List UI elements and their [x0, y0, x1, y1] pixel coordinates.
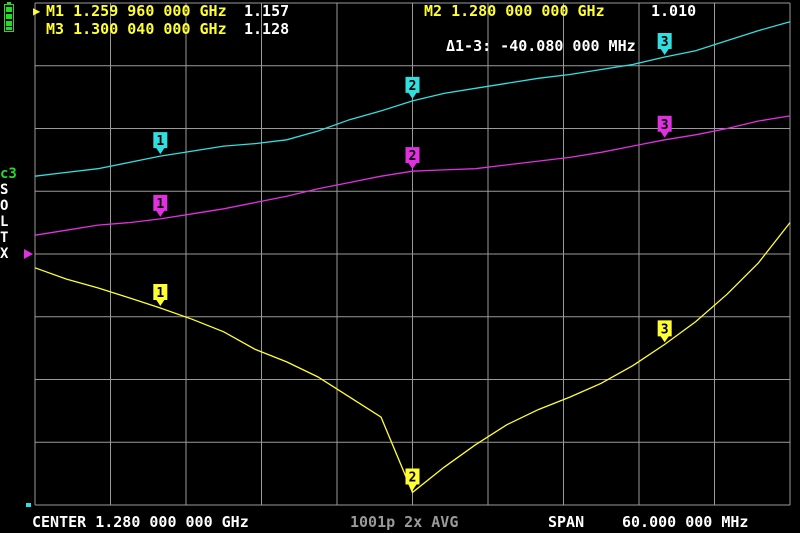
- cal-letter-s: S: [0, 182, 9, 198]
- marker-number: 3: [661, 35, 669, 50]
- marker-2-cyan: 2: [405, 76, 420, 99]
- trace-cyan: [34, 21, 791, 177]
- points-average: 1001p 2x AVG: [350, 513, 459, 531]
- cal-letter-l: L: [0, 214, 9, 230]
- marker-number: 1: [156, 197, 164, 212]
- marker-number: 2: [409, 149, 417, 164]
- marker2-value: 1.010: [651, 2, 697, 20]
- marker-number: 1: [156, 286, 164, 301]
- marker3-value: 1.128: [244, 20, 290, 38]
- calibration-status: c3 S O L T X: [0, 166, 24, 262]
- marker2-readout: M2 1.280 000 000 GHz: [424, 2, 605, 20]
- marker-1-cyan: 1: [153, 132, 168, 155]
- marker-1-yellow: 1: [153, 283, 168, 306]
- marker-3-magenta: 3: [657, 115, 672, 138]
- active-marker-indicator: ▶: [33, 4, 41, 18]
- marker3-readout: M3 1.300 040 000 GHz: [46, 20, 227, 38]
- marker-3-cyan: 3: [657, 32, 672, 55]
- marker-3-yellow: 3: [657, 320, 672, 343]
- trace-magenta: [34, 115, 791, 236]
- calibration-title: c3: [0, 166, 17, 182]
- cal-letter-t: T: [0, 230, 9, 246]
- cal-letter-x: X: [0, 246, 9, 262]
- marker-1-magenta: 1: [153, 194, 168, 217]
- marker-number: 3: [661, 322, 669, 337]
- cal-letter-o: O: [0, 198, 9, 214]
- marker-flag: [153, 132, 168, 155]
- battery-icon: [4, 2, 14, 32]
- marker-flag: [405, 76, 420, 99]
- span-value[interactable]: 60.000 000 MHz: [622, 513, 749, 531]
- delta-readout: Δ1-3: -40.080 000 MHz: [446, 37, 636, 55]
- marker-2-magenta: 2: [405, 147, 420, 170]
- marker-number: 2: [409, 79, 417, 94]
- marker-2-yellow: 2: [405, 468, 420, 491]
- reference-level-marker: [24, 249, 33, 259]
- marker-flag: [153, 194, 168, 217]
- marker-flag: [657, 320, 672, 343]
- marker-flag: [657, 115, 672, 138]
- marker-flag: [405, 147, 420, 170]
- scale-reference-tick: [26, 503, 31, 507]
- marker-number: 2: [409, 470, 417, 485]
- marker-number: 3: [661, 118, 669, 133]
- marker-flag: [405, 468, 420, 491]
- marker1-value: 1.157: [244, 2, 290, 20]
- trace-yellow: [34, 222, 791, 494]
- marker-flag: [153, 283, 168, 306]
- span-label[interactable]: SPAN: [548, 513, 585, 531]
- marker-number: 1: [156, 134, 164, 149]
- center-frequency[interactable]: CENTER 1.280 000 000 GHz: [32, 513, 249, 531]
- marker-flag: [657, 32, 672, 55]
- marker1-readout: M1 1.259 960 000 GHz: [46, 2, 227, 20]
